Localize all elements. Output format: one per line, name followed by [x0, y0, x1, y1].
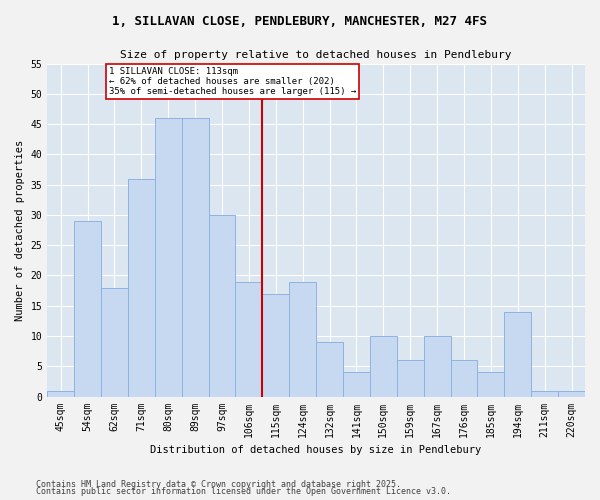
Bar [370, 336, 397, 396]
Bar [316, 342, 343, 396]
Bar [47, 390, 74, 396]
Y-axis label: Number of detached properties: Number of detached properties [15, 140, 25, 320]
Bar [209, 215, 235, 396]
Bar [478, 372, 505, 396]
Bar [128, 178, 155, 396]
Bar [182, 118, 209, 396]
X-axis label: Distribution of detached houses by size in Pendlebury: Distribution of detached houses by size … [151, 445, 482, 455]
Bar [424, 336, 451, 396]
Bar [74, 221, 101, 396]
Text: Contains public sector information licensed under the Open Government Licence v3: Contains public sector information licen… [36, 487, 451, 496]
Bar [451, 360, 478, 397]
Bar [262, 294, 289, 397]
Bar [235, 282, 262, 397]
Bar [505, 312, 531, 396]
Bar [289, 282, 316, 397]
Bar [558, 390, 585, 396]
Bar [343, 372, 370, 396]
Text: Contains HM Land Registry data © Crown copyright and database right 2025.: Contains HM Land Registry data © Crown c… [36, 480, 401, 489]
Bar [155, 118, 182, 396]
Text: 1, SILLAVAN CLOSE, PENDLEBURY, MANCHESTER, M27 4FS: 1, SILLAVAN CLOSE, PENDLEBURY, MANCHESTE… [113, 15, 487, 28]
Text: 1 SILLAVAN CLOSE: 113sqm
← 62% of detached houses are smaller (202)
35% of semi-: 1 SILLAVAN CLOSE: 113sqm ← 62% of detach… [109, 66, 356, 96]
Bar [531, 390, 558, 396]
Bar [101, 288, 128, 397]
Bar [397, 360, 424, 397]
Title: Size of property relative to detached houses in Pendlebury: Size of property relative to detached ho… [121, 50, 512, 60]
